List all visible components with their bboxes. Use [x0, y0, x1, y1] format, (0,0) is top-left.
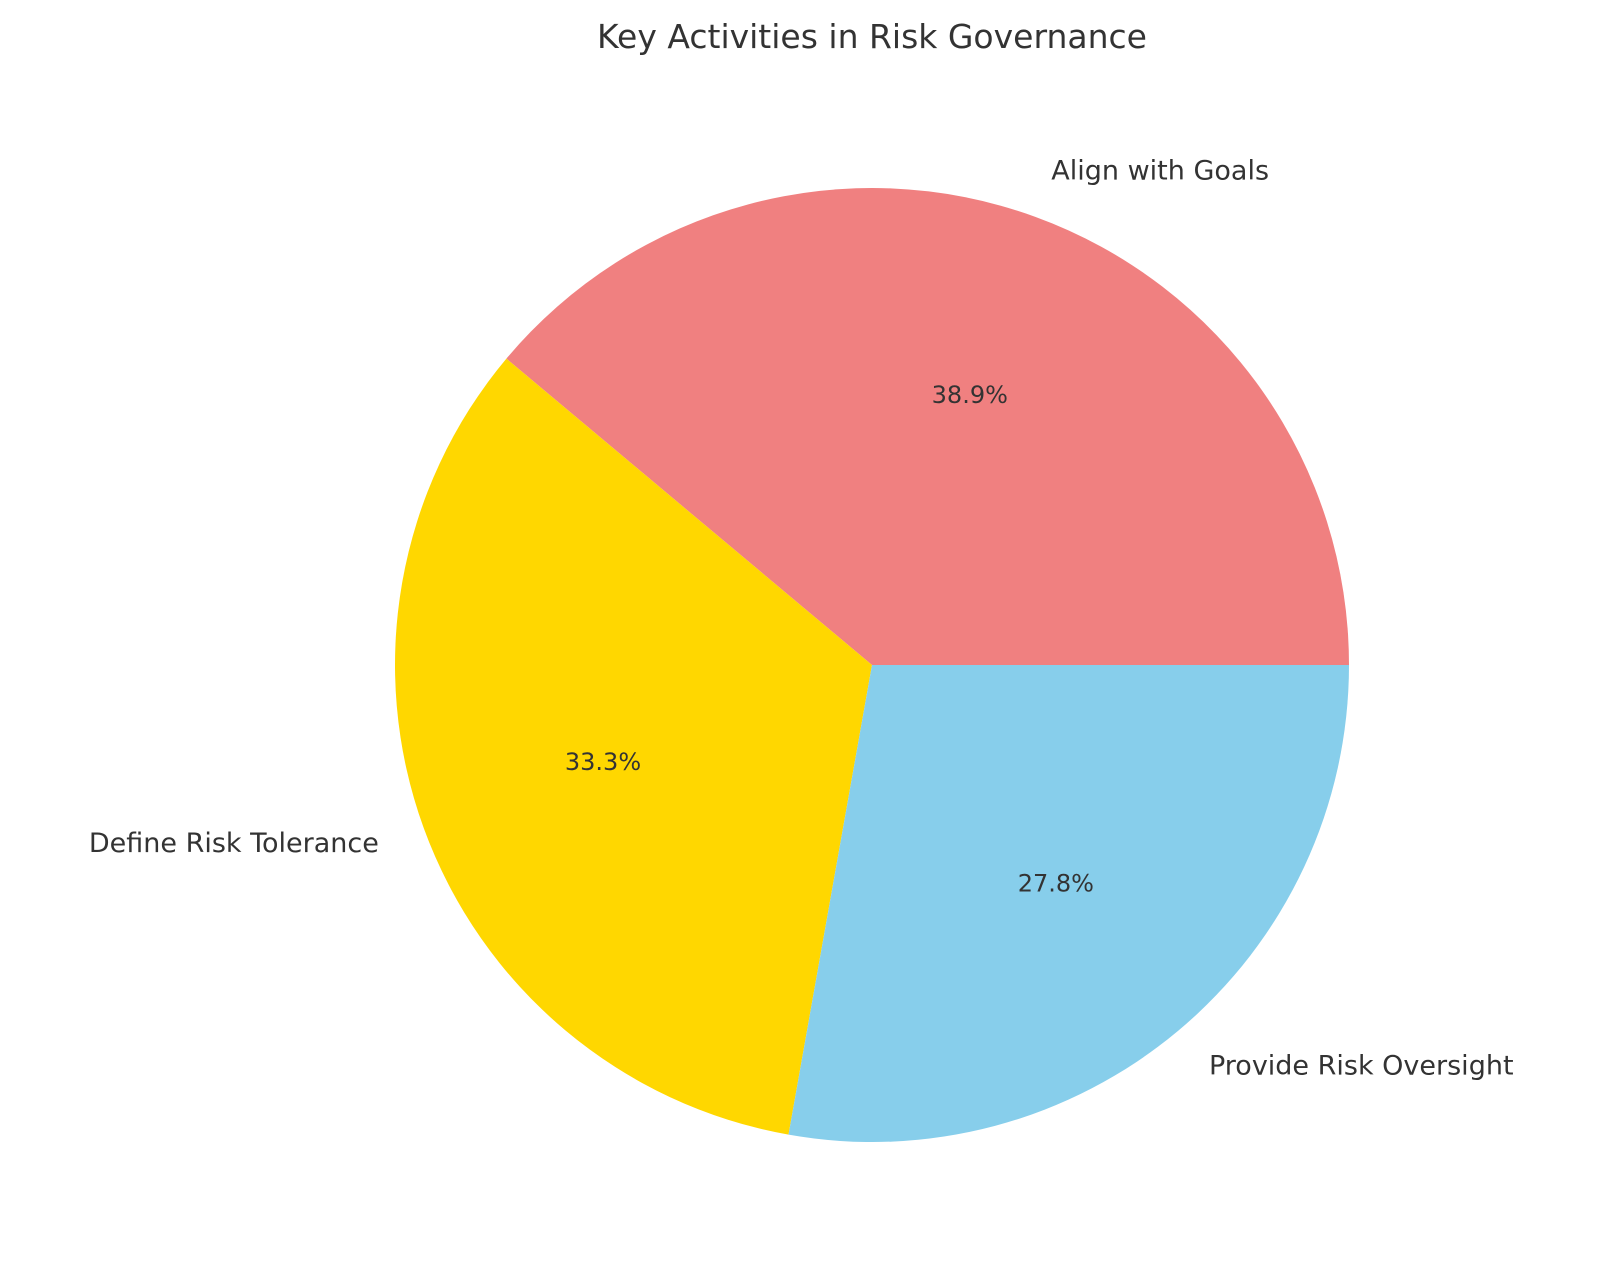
chart-title: Key Activities in Risk Governance	[597, 17, 1147, 56]
pie-percent-label: 33.3%	[565, 748, 641, 776]
pie-slice-align-with-goals	[506, 188, 1350, 665]
pie-labels: 38.9% Align with Goals 33.3% Define Risk To…	[89, 155, 1514, 1081]
pie-slices	[395, 188, 1350, 1142]
pie-category-label: Provide Risk Oversight	[1209, 1051, 1514, 1082]
pie-slice-provide-risk-oversight	[788, 665, 1349, 1142]
pie-category-label: Align with Goals	[1051, 155, 1269, 186]
pie-category-label: Define Risk Tolerance	[89, 828, 379, 859]
pie-slice-define-risk-tolerance	[395, 358, 872, 1135]
pie-percent-label: 27.8%	[1018, 869, 1094, 897]
pie-percent-label: 38.9%	[932, 381, 1008, 409]
